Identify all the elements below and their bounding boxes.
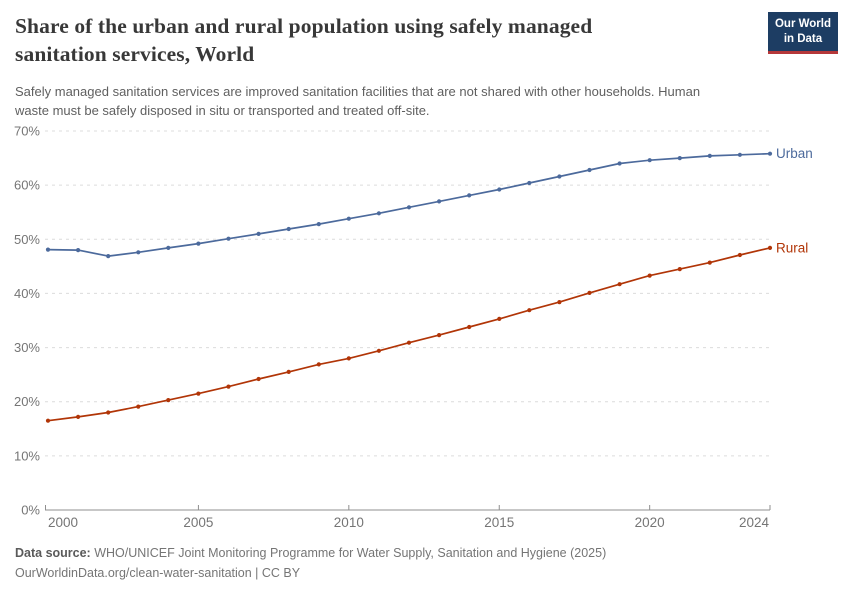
y-tick-label: 30%: [14, 340, 40, 355]
data-point[interactable]: [256, 376, 261, 382]
data-point[interactable]: [707, 260, 712, 265]
data-point[interactable]: [226, 384, 231, 389]
data-point[interactable]: [166, 245, 171, 250]
data-point[interactable]: [376, 211, 381, 216]
data-point[interactable]: [437, 333, 442, 338]
data-point[interactable]: [406, 340, 412, 345]
data-point[interactable]: [226, 236, 231, 241]
series-line[interactable]: [47, 152, 771, 257]
data-point[interactable]: [677, 156, 682, 161]
owid-logo-line1: Our World: [774, 18, 831, 30]
x-tick-label: 2000: [48, 515, 78, 530]
chart-footer: Data source: WHO/UNICEF Joint Monitoring…: [15, 543, 835, 584]
data-point[interactable]: [196, 241, 201, 246]
data-point[interactable]: [286, 369, 291, 374]
series-end-label[interactable]: Rural: [776, 240, 808, 255]
series-rural[interactable]: Rural: [45, 240, 808, 423]
y-tick-label: 50%: [14, 232, 40, 247]
data-point[interactable]: [166, 398, 171, 403]
license-line: OurWorldinData.org/clean-water-sanitatio…: [15, 566, 301, 581]
chart-header: Share of the urban and rural population …: [15, 12, 838, 121]
data-point[interactable]: [316, 362, 321, 367]
data-source-text: WHO/UNICEF Joint Monitoring Programme fo…: [94, 546, 607, 560]
y-tick-label: 20%: [14, 394, 40, 409]
data-point[interactable]: [136, 404, 141, 409]
x-tick-label: 2015: [484, 515, 514, 530]
data-point[interactable]: [45, 418, 51, 423]
x-tick-label: 2010: [334, 515, 364, 530]
data-point[interactable]: [647, 273, 652, 278]
data-point[interactable]: [376, 348, 381, 353]
y-tick-label: 40%: [14, 286, 40, 301]
data-point[interactable]: [587, 290, 592, 295]
data-point[interactable]: [437, 199, 442, 204]
y-tick-label: 0%: [21, 503, 40, 518]
series-line[interactable]: [47, 247, 771, 422]
data-point[interactable]: [527, 308, 532, 313]
data-point[interactable]: [106, 254, 111, 259]
data-point[interactable]: [256, 231, 261, 236]
data-point[interactable]: [737, 152, 743, 157]
data-point[interactable]: [196, 391, 201, 396]
data-point[interactable]: [557, 174, 562, 179]
series-urban[interactable]: Urban: [45, 146, 813, 259]
data-point[interactable]: [707, 153, 712, 158]
data-point[interactable]: [76, 414, 81, 419]
data-point[interactable]: [286, 226, 291, 232]
x-tick-label: 2005: [183, 515, 213, 530]
page-title: Share of the urban and rural population …: [15, 14, 593, 67]
data-point[interactable]: [316, 222, 321, 227]
data-point[interactable]: [497, 316, 502, 321]
chart-subtitle: Safely managed sanitation services are i…: [15, 83, 701, 119]
data-point[interactable]: [587, 167, 592, 173]
data-point[interactable]: [467, 324, 472, 330]
x-tick-label: 2024: [739, 515, 770, 530]
data-point[interactable]: [617, 282, 622, 287]
y-tick-label: 60%: [14, 178, 40, 193]
data-point[interactable]: [767, 151, 773, 156]
data-point[interactable]: [557, 300, 562, 305]
x-tick-label: 2020: [635, 515, 665, 530]
data-point[interactable]: [346, 216, 351, 221]
data-point[interactable]: [136, 250, 141, 255]
data-point[interactable]: [76, 248, 81, 253]
data-point[interactable]: [467, 193, 472, 198]
data-point[interactable]: [527, 180, 532, 186]
y-tick-label: 10%: [14, 448, 40, 463]
data-point[interactable]: [45, 247, 51, 252]
y-tick-label: 70%: [14, 124, 40, 139]
data-source-line: Data source: WHO/UNICEF Joint Monitoring…: [15, 543, 835, 563]
data-point[interactable]: [106, 410, 111, 415]
data-source-label: Data source:: [15, 546, 91, 560]
data-point[interactable]: [406, 205, 412, 210]
series-end-label[interactable]: Urban: [776, 146, 813, 161]
data-point[interactable]: [767, 245, 773, 250]
data-point[interactable]: [647, 158, 652, 163]
data-point[interactable]: [346, 356, 351, 361]
data-point[interactable]: [617, 161, 622, 166]
data-point[interactable]: [737, 252, 743, 258]
owid-logo-line2: in Data: [783, 32, 823, 45]
owid-logo[interactable]: Our World in Data: [767, 12, 838, 54]
data-point[interactable]: [677, 267, 682, 272]
data-point[interactable]: [497, 187, 502, 192]
